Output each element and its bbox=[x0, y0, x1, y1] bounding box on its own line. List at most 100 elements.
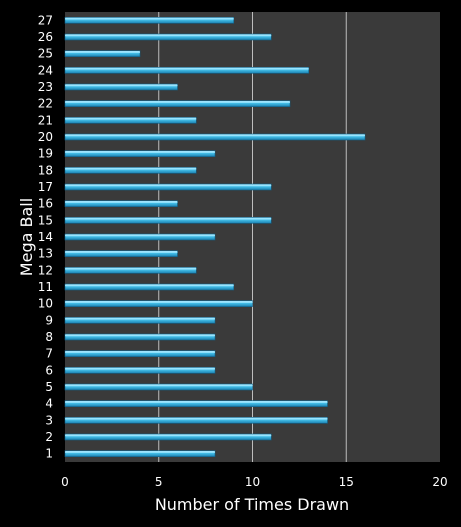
bar-9 bbox=[64, 317, 216, 324]
bar-shine-26 bbox=[65, 34, 272, 37]
y-tick-label-17: 17 bbox=[38, 180, 53, 194]
x-tick-label-5: 5 bbox=[155, 475, 163, 489]
bar-16 bbox=[64, 200, 178, 207]
bar-shine-18 bbox=[65, 168, 197, 170]
y-tick-label-8: 8 bbox=[45, 330, 53, 344]
y-tick-label-15: 15 bbox=[38, 213, 53, 227]
bar-shine-9 bbox=[65, 318, 215, 320]
bar-shine-11 bbox=[65, 284, 234, 287]
bar-shine-17 bbox=[65, 184, 272, 187]
bar-17 bbox=[64, 183, 272, 191]
y-tick-label-10: 10 bbox=[38, 297, 53, 311]
bar-body-8 bbox=[64, 333, 216, 341]
y-tick-label-22: 22 bbox=[38, 97, 53, 111]
x-tick-label-15: 15 bbox=[339, 475, 354, 489]
y-tick-label-26: 26 bbox=[38, 30, 53, 44]
bars bbox=[64, 17, 366, 457]
bar-body-5 bbox=[64, 383, 253, 391]
bar-body-11 bbox=[64, 283, 235, 291]
bar-body-3 bbox=[64, 417, 328, 424]
bar-20 bbox=[64, 133, 366, 141]
bar-shine-19 bbox=[65, 151, 215, 153]
y-tick-label-2: 2 bbox=[45, 430, 53, 444]
bar-shine-20 bbox=[65, 134, 365, 137]
bar-3 bbox=[64, 417, 328, 424]
y-tick-label-20: 20 bbox=[38, 130, 53, 144]
bar-body-15 bbox=[64, 217, 272, 224]
y-tick-label-12: 12 bbox=[38, 263, 53, 277]
bar-body-14 bbox=[64, 233, 216, 241]
x-tick-label-10: 10 bbox=[245, 475, 260, 489]
bar-body-4 bbox=[64, 400, 328, 407]
bar-body-21 bbox=[64, 117, 197, 124]
x-tick-labels: 0 5 10 15 20 bbox=[61, 475, 447, 489]
bar-4 bbox=[64, 400, 328, 407]
x-tick-label-20: 20 bbox=[432, 475, 447, 489]
bar-26 bbox=[64, 33, 272, 41]
bar-body-24 bbox=[64, 67, 310, 74]
bar-body-7 bbox=[64, 350, 216, 357]
bar-12 bbox=[64, 267, 197, 274]
y-tick-label-14: 14 bbox=[38, 230, 53, 244]
bar-7 bbox=[64, 350, 216, 357]
bar-15 bbox=[64, 217, 272, 224]
bar-24 bbox=[64, 67, 310, 74]
y-tick-label-9: 9 bbox=[45, 313, 53, 327]
y-tick-label-25: 25 bbox=[38, 47, 53, 61]
bar-shine-10 bbox=[65, 301, 253, 303]
bar-shine-5 bbox=[65, 384, 253, 387]
bar-shine-7 bbox=[65, 351, 215, 353]
bar-body-16 bbox=[64, 200, 178, 207]
bar-shine-27 bbox=[65, 18, 234, 20]
bar-shine-1 bbox=[65, 451, 215, 453]
bar-shine-6 bbox=[65, 368, 215, 370]
y-tick-label-23: 23 bbox=[38, 80, 53, 94]
bar-body-18 bbox=[64, 167, 197, 174]
bar-shine-12 bbox=[65, 268, 197, 270]
y-tick-label-7: 7 bbox=[45, 347, 53, 361]
bar-body-2 bbox=[64, 433, 272, 441]
bar-2 bbox=[64, 433, 272, 441]
y-tick-label-16: 16 bbox=[38, 197, 53, 211]
bar-body-22 bbox=[64, 100, 291, 107]
bar-shine-22 bbox=[65, 101, 290, 103]
x-axis-title: Number of Times Drawn bbox=[155, 495, 349, 514]
bar-1 bbox=[64, 450, 216, 457]
bar-body-20 bbox=[64, 133, 366, 141]
y-tick-label-4: 4 bbox=[45, 397, 53, 411]
bar-10 bbox=[64, 300, 253, 307]
bar-body-23 bbox=[64, 83, 178, 91]
bar-body-17 bbox=[64, 183, 272, 191]
bar-11 bbox=[64, 283, 235, 291]
bar-body-13 bbox=[64, 250, 178, 257]
bar-22 bbox=[64, 100, 291, 107]
bar-body-1 bbox=[64, 450, 216, 457]
bar-shine-4 bbox=[65, 401, 328, 403]
bar-shine-3 bbox=[65, 418, 328, 420]
bar-body-6 bbox=[64, 367, 216, 374]
y-tick-label-11: 11 bbox=[38, 280, 53, 294]
bar-shine-24 bbox=[65, 68, 309, 70]
bar-13 bbox=[64, 250, 178, 257]
bar-21 bbox=[64, 117, 197, 124]
y-axis-title: Mega Ball bbox=[17, 198, 36, 276]
bar-shine-14 bbox=[65, 234, 215, 237]
bar-23 bbox=[64, 83, 178, 91]
bar-shine-13 bbox=[65, 251, 178, 253]
bar-body-27 bbox=[64, 17, 235, 24]
bar-shine-15 bbox=[65, 218, 272, 220]
y-tick-label-24: 24 bbox=[38, 63, 53, 77]
bar-body-19 bbox=[64, 150, 216, 157]
y-tick-label-3: 3 bbox=[45, 413, 53, 427]
bar-6 bbox=[64, 367, 216, 374]
y-tick-labels: 1234567891011121314151617181920212223242… bbox=[38, 13, 53, 460]
bar-body-12 bbox=[64, 267, 197, 274]
y-tick-label-27: 27 bbox=[38, 13, 53, 27]
bar-shine-16 bbox=[65, 201, 178, 203]
bar-shine-23 bbox=[65, 84, 178, 87]
bar-shine-2 bbox=[65, 434, 272, 437]
bar-body-26 bbox=[64, 33, 272, 41]
y-tick-label-13: 13 bbox=[38, 247, 53, 261]
